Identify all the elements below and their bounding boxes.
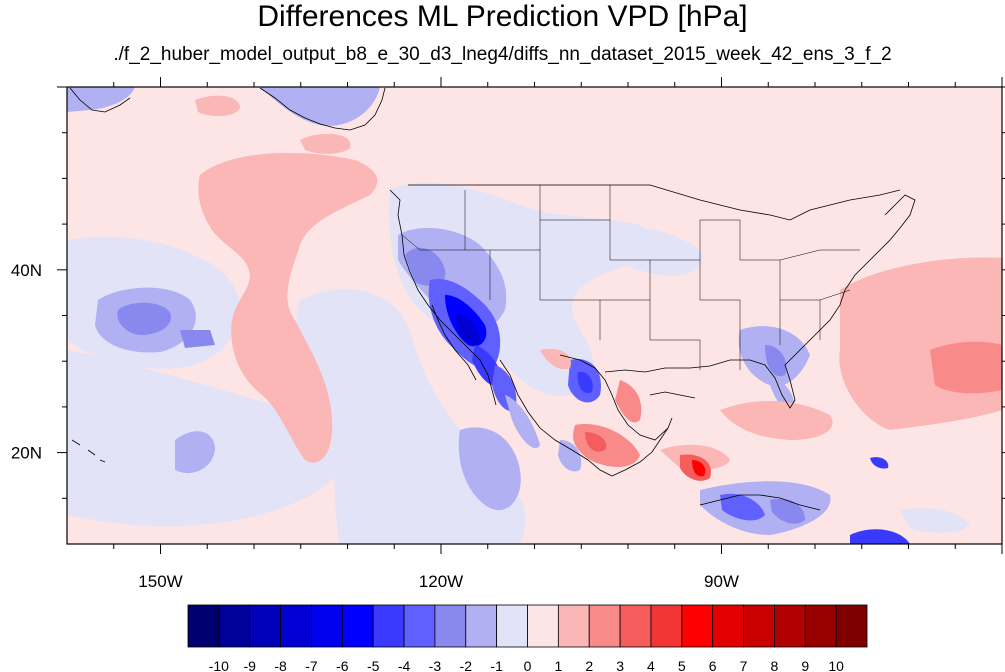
y-tick-label: 40N: [11, 261, 42, 280]
colorbar-swatch: [187, 604, 220, 648]
map-subtitle: ./f_2_huber_model_output_b8_e_30_d3_lneg…: [113, 44, 892, 65]
colorbar-label: 0: [524, 658, 532, 672]
colorbar-label: -5: [367, 658, 380, 672]
colorbar-swatch: [465, 604, 498, 648]
colorbar-swatch: [835, 604, 868, 648]
colorbar-label: -3: [429, 658, 442, 672]
colorbar-swatch: [743, 604, 775, 648]
colorbar-label: 10: [828, 658, 844, 672]
colorbar-swatch: [804, 604, 837, 648]
colorbar-labels: -10 -9 -8 -7 -6 -5 -4 -3 -2 -1 0 1 2 3 4 5 6 7 8 9 10: [209, 658, 844, 672]
colorbar-swatch: [280, 604, 312, 648]
colorbar-label: -7: [305, 658, 318, 672]
colorbar-swatch: [496, 604, 528, 648]
colorbar-label: 9: [801, 658, 809, 672]
colorbar-label: 6: [709, 658, 717, 672]
colorbar-label: -1: [490, 658, 503, 672]
colorbar-swatch: [681, 604, 714, 648]
x-tick-label: 150W: [138, 572, 182, 591]
coastlines: [69, 87, 916, 511]
colorbar-label: -4: [398, 658, 411, 672]
colorbar-swatch: [619, 604, 652, 648]
colorbar: [187, 604, 868, 648]
colorbar-swatch: [311, 604, 343, 648]
axis-tick-labels: 150W 120W 90W 40N 20N: [11, 261, 739, 591]
colorbar-swatch: [557, 604, 590, 648]
colorbar-label: 8: [771, 658, 779, 672]
colorbar-swatch: [434, 604, 467, 648]
state-borders: [401, 185, 860, 370]
colorbar-label: -10: [209, 658, 229, 672]
colorbar-swatch: [712, 604, 744, 648]
colorbar-swatch: [650, 604, 683, 648]
contour-fields: [67, 87, 1002, 544]
colorbar-label: 3: [616, 658, 624, 672]
colorbar-label: -8: [274, 658, 287, 672]
map-title: Differences ML Prediction VPD [hPa]: [257, 0, 748, 33]
colorbar-swatch: [403, 604, 436, 648]
colorbar-label: 7: [740, 658, 748, 672]
colorbar-swatch: [218, 604, 251, 648]
colorbar-swatch: [249, 604, 281, 648]
colorbar-label: -2: [460, 658, 473, 672]
colorbar-label: 5: [678, 658, 686, 672]
x-tick-label: 90W: [704, 572, 739, 591]
colorbar-swatch: [341, 604, 374, 648]
colorbar-label: 1: [554, 658, 562, 672]
colorbar-swatch: [588, 604, 621, 648]
axis-ticks: [57, 77, 1005, 554]
colorbar-label: -6: [336, 658, 349, 672]
x-tick-label: 120W: [419, 572, 463, 591]
colorbar-swatch: [774, 604, 806, 648]
colorbar-label: 2: [585, 658, 593, 672]
colorbar-label: -9: [244, 658, 257, 672]
y-tick-label: 20N: [11, 444, 42, 463]
colorbar-swatch: [372, 604, 405, 648]
colorbar-label: 4: [647, 658, 655, 672]
colorbar-swatch: [527, 604, 559, 648]
